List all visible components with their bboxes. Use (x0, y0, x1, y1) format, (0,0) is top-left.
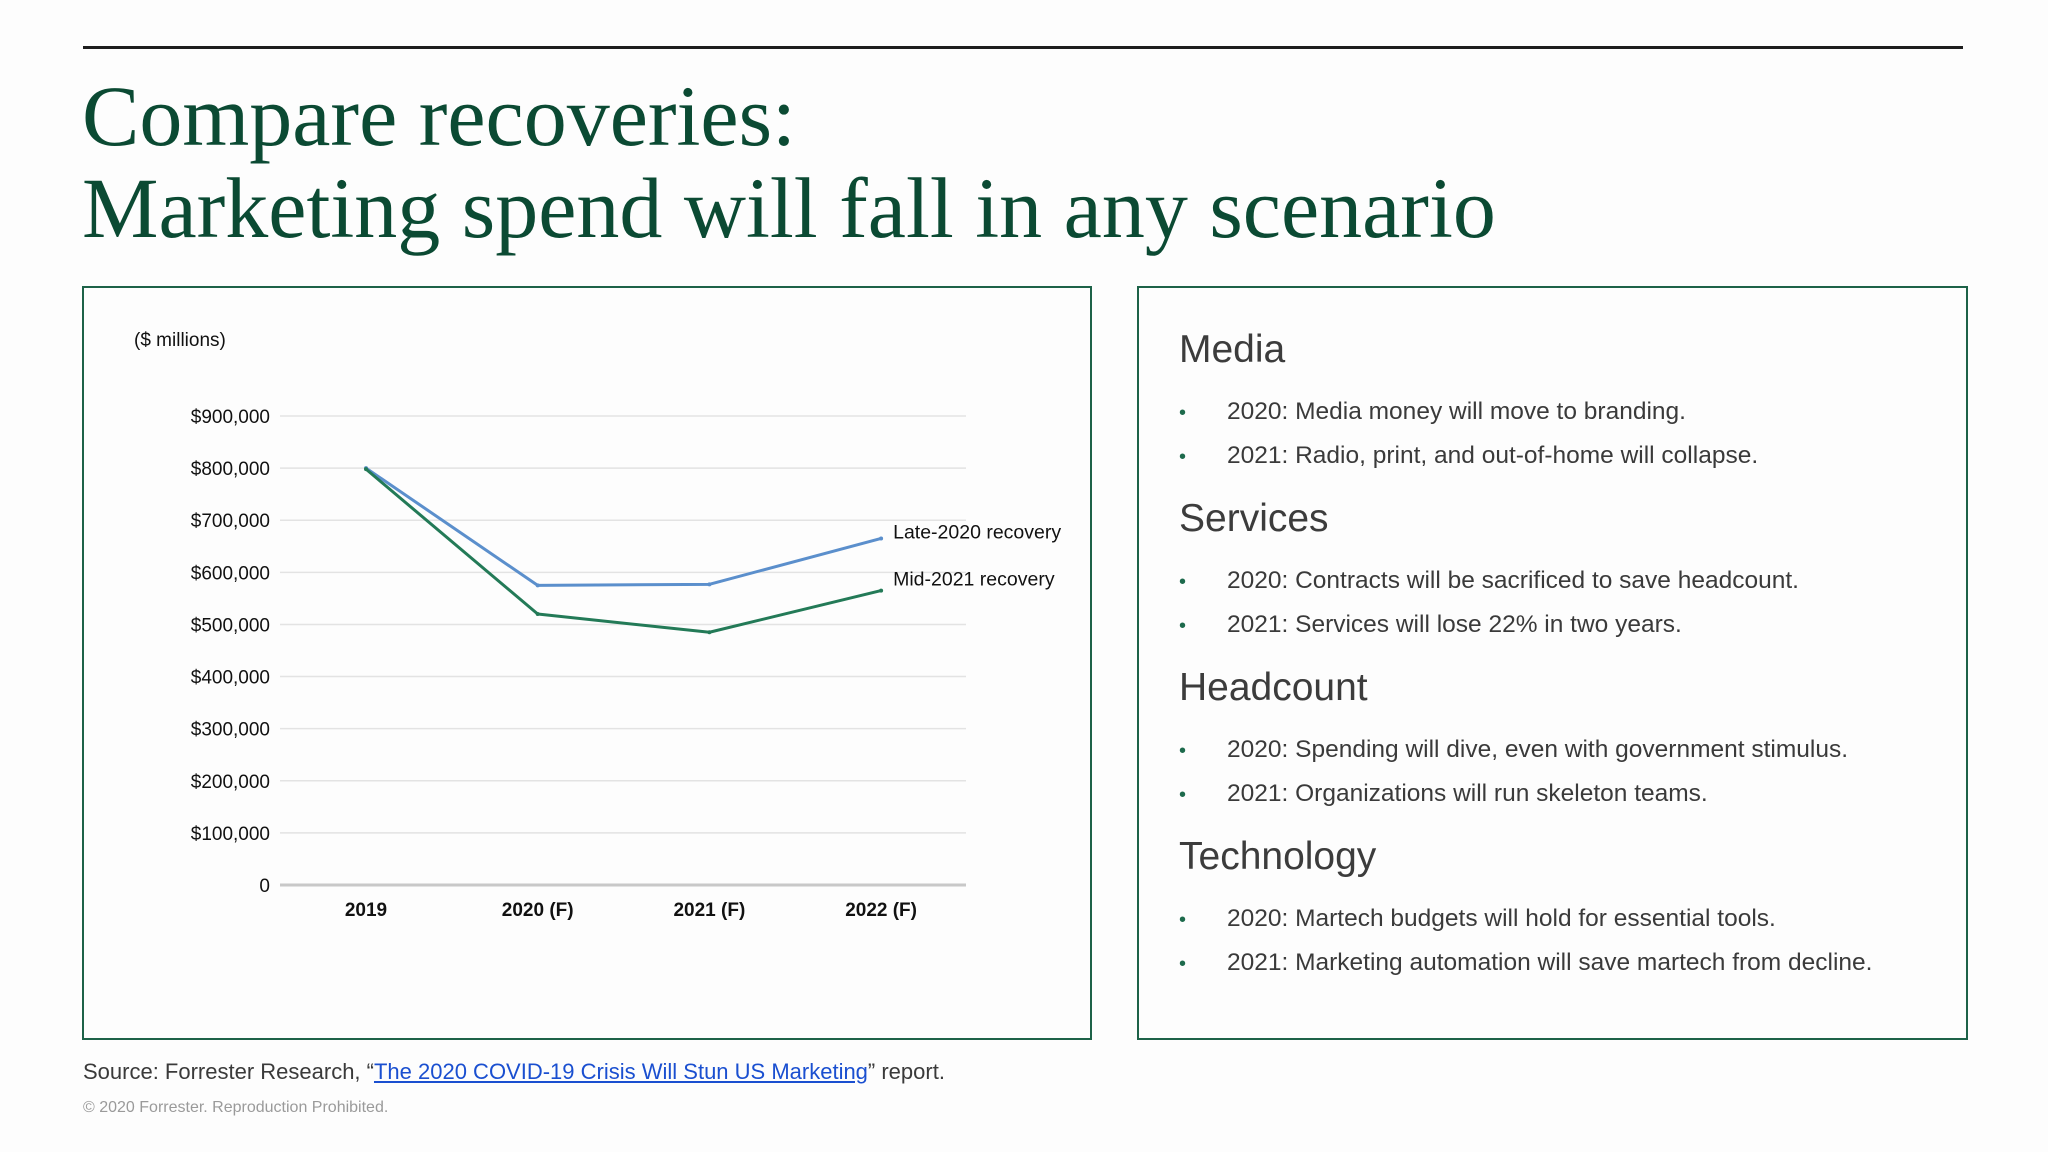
y-tick-label: $700,000 (191, 511, 270, 532)
y-tick-label: $200,000 (191, 772, 270, 793)
series-label: Mid-2021 recovery (893, 569, 1055, 591)
y-tick-label: $600,000 (191, 563, 270, 584)
chart-panel: ($ millions) 0 $100,000 $200,000 $300,000 $40… (82, 286, 1092, 1040)
bullet-services-2: • 2021: Services will lose 22% in two yea… (1179, 611, 1682, 638)
bullet-dot: • (1179, 784, 1187, 806)
y-tick-label: $500,000 (191, 615, 270, 636)
slide-title: Compare recoveries: Marketing spend will… (82, 70, 1882, 254)
bullet-dot: • (1179, 740, 1187, 762)
data-point (535, 612, 540, 617)
bullet-media-1: • 2020: Media money will move to branding… (1179, 398, 1686, 425)
y-tick-label: $300,000 (191, 720, 270, 741)
y-tick-label: $100,000 (191, 824, 270, 845)
x-tick-label: 2022 (F) (845, 900, 917, 921)
series-label: Late-2020 recovery (893, 521, 1061, 543)
bullet-technology-2: • 2021: Marketing automation will save ma… (1179, 949, 1873, 976)
bullet-dot: • (1179, 909, 1187, 931)
y-tick-label: $900,000 (191, 407, 270, 428)
x-tick-label: 2019 (345, 900, 387, 921)
bullet-dot: • (1179, 446, 1187, 468)
section-title-services: Services (1179, 497, 1329, 540)
section-title-headcount: Headcount (1179, 666, 1368, 709)
section-title-media: Media (1179, 328, 1286, 371)
bullet-dot: • (1179, 953, 1187, 975)
data-point (535, 583, 540, 588)
data-point (364, 467, 368, 472)
x-tick-label: 2021 (F) (673, 900, 745, 921)
bullet-media-2: • 2021: Radio, print, and out-of-home wil… (1179, 442, 1759, 469)
bullet-headcount-2: • 2021: Organizations will run skeleton t… (1179, 780, 1708, 807)
line-chart: ($ millions) 0 $100,000 $200,000 $300,000 $40… (134, 330, 1061, 921)
source-citation: Source: Forrester Research, “The 2020 CO… (83, 1059, 945, 1084)
series-line-mid-2021 (364, 467, 883, 634)
y-tick-label: $800,000 (191, 459, 270, 480)
title-line-1: Compare recoveries: (82, 68, 796, 164)
bullet-technology-1: • 2020: Martech budgets will hold for ess… (1179, 905, 1776, 932)
bullet-dot: • (1179, 571, 1187, 593)
series-line-late-2020 (364, 466, 883, 587)
y-tick-label: $400,000 (191, 668, 270, 689)
data-point (879, 536, 884, 541)
data-point (707, 630, 712, 635)
y-tick-label: 0 (259, 876, 270, 897)
insights-panel: Media • 2020: Media money will move to br… (1137, 286, 1968, 1040)
top-rule (83, 46, 1963, 49)
bullet-services-1: • 2020: Contracts will be sacrificed to s… (1179, 567, 1799, 594)
copyright-notice: © 2020 Forrester. Reproduction Prohibite… (83, 1099, 389, 1116)
y-unit-label: ($ millions) (134, 330, 226, 351)
x-tick-label: 2020 (F) (502, 900, 574, 921)
section-title-technology: Technology (1179, 835, 1377, 878)
bullet-dot: • (1179, 402, 1187, 424)
data-point (707, 582, 712, 587)
data-point (879, 588, 884, 593)
source-report-link[interactable]: The 2020 COVID-19 Crisis Will Stun US Ma… (373, 1059, 868, 1084)
bullet-headcount-1: • 2020: Spending will dive, even with gov… (1179, 736, 1849, 763)
bullet-dot: • (1179, 615, 1187, 637)
title-line-2: Marketing spend will fall in any scenari… (82, 160, 1496, 256)
